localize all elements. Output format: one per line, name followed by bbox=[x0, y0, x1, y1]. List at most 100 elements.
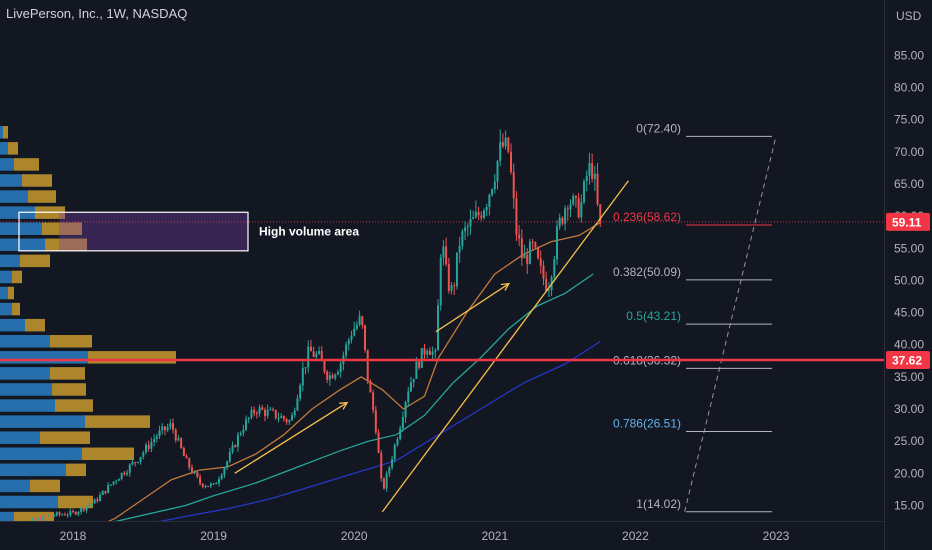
volume-profile-up-bar bbox=[0, 254, 20, 268]
candle-body bbox=[44, 515, 47, 517]
candle-body bbox=[209, 483, 212, 487]
candle-body bbox=[196, 472, 199, 478]
candle-body bbox=[126, 472, 129, 475]
high-volume-area-fill bbox=[59, 212, 248, 251]
candle-body bbox=[39, 518, 42, 521]
candle-body bbox=[561, 217, 564, 224]
candle-body bbox=[77, 511, 80, 515]
candle-body bbox=[545, 278, 548, 291]
volume-profile-up-bar bbox=[0, 126, 3, 139]
candle-body bbox=[428, 350, 431, 355]
candle-body bbox=[239, 433, 242, 435]
candle-body bbox=[274, 409, 277, 418]
candle-body bbox=[334, 374, 337, 379]
price-tick-label: 40.00 bbox=[894, 338, 924, 352]
candle-body bbox=[245, 419, 248, 430]
price-tag-value: 37.62 bbox=[892, 354, 922, 368]
candle-body bbox=[420, 348, 423, 368]
time-axis[interactable]: 2018 2019 2020 2021 2022 2023 bbox=[0, 521, 884, 550]
candle-body bbox=[534, 242, 537, 248]
volume-profile-down-bar bbox=[14, 158, 39, 171]
candle-body bbox=[485, 206, 488, 211]
candle-body bbox=[464, 227, 467, 232]
volume-profile-up-bar bbox=[0, 318, 25, 332]
volume-profile-up-bar bbox=[0, 367, 50, 380]
candle-body bbox=[228, 452, 231, 462]
candle-body bbox=[401, 417, 404, 429]
candle-body bbox=[131, 462, 134, 465]
price-tick-label: 75.00 bbox=[894, 113, 924, 127]
candle-body bbox=[369, 381, 372, 393]
candle-body bbox=[591, 163, 594, 179]
candle-body bbox=[323, 360, 326, 372]
candle-body bbox=[101, 490, 104, 495]
candle-body bbox=[537, 247, 540, 259]
volume-profile-up-bar bbox=[0, 495, 58, 509]
volume-profile-down-bar bbox=[88, 351, 176, 364]
candle-body bbox=[139, 456, 142, 463]
volume-profile-down-bar bbox=[58, 495, 93, 509]
volume-profile-down-bar bbox=[82, 447, 134, 461]
candle-body bbox=[526, 254, 529, 264]
candle-body bbox=[501, 142, 504, 147]
candle-body bbox=[458, 245, 461, 253]
candle-body bbox=[423, 348, 426, 355]
volume-profile-down-bar bbox=[8, 142, 18, 155]
candle-body bbox=[166, 427, 169, 431]
candle-body bbox=[272, 409, 275, 411]
volume-profile-up-bar bbox=[0, 286, 8, 300]
price-axis[interactable]: 85.0080.0075.0070.0065.0060.0055.0050.00… bbox=[884, 0, 932, 550]
candle-body bbox=[293, 410, 296, 416]
volume-profile-up-bar bbox=[0, 334, 50, 348]
candle-body bbox=[72, 510, 74, 512]
volume-profile-down-bar bbox=[20, 254, 50, 268]
time-tick-label: 2019 bbox=[200, 529, 227, 543]
candle-body bbox=[580, 202, 583, 218]
time-axis-bg bbox=[0, 521, 884, 550]
volume-profile-up-bar bbox=[0, 351, 88, 364]
candle-body bbox=[434, 350, 437, 352]
volume-profile-up-bar bbox=[0, 206, 35, 219]
candle-body bbox=[382, 478, 385, 489]
price-tick-label: 45.00 bbox=[894, 306, 924, 320]
candle-body bbox=[461, 231, 464, 246]
candle-body bbox=[366, 349, 369, 382]
candle-body bbox=[488, 194, 491, 207]
time-tick-label: 2020 bbox=[341, 529, 368, 543]
candle-body bbox=[215, 483, 218, 485]
candle-body bbox=[285, 419, 288, 422]
candle-body bbox=[242, 429, 245, 434]
candle-body bbox=[331, 375, 334, 379]
volume-profile-up-bar bbox=[0, 270, 12, 284]
candle-body bbox=[258, 407, 261, 414]
candle-body bbox=[261, 407, 264, 410]
price-tick-label: 85.00 bbox=[894, 48, 924, 62]
volume-profile-down-bar bbox=[30, 479, 60, 493]
candle-body bbox=[277, 417, 280, 419]
candle-body bbox=[199, 477, 202, 484]
candle-body bbox=[90, 503, 93, 506]
candle-body bbox=[193, 472, 196, 474]
fib-level-label: 0.5(43.21) bbox=[626, 309, 681, 323]
candle-body bbox=[415, 361, 418, 379]
candle-body bbox=[358, 316, 361, 325]
candle-body bbox=[512, 172, 515, 199]
candle-body bbox=[412, 378, 415, 383]
time-tick-label: 2021 bbox=[481, 529, 508, 543]
candle-body bbox=[142, 452, 145, 457]
horizontal-price-lines bbox=[0, 221, 884, 362]
fib-dashed-guide bbox=[684, 136, 777, 512]
candle-body bbox=[491, 189, 494, 195]
fib-level-label: 0(72.40) bbox=[636, 121, 681, 135]
volume-profile-up-bar bbox=[0, 383, 52, 396]
volume-profile-down-bar bbox=[8, 286, 14, 300]
candle-body bbox=[445, 246, 448, 265]
candle-body bbox=[42, 515, 45, 521]
volume-profile-down-bar bbox=[12, 302, 20, 316]
volume-profile-down-bar bbox=[25, 318, 45, 332]
candle-body bbox=[236, 434, 239, 448]
volume-profile-down-bar bbox=[22, 174, 52, 187]
candle-body bbox=[572, 195, 575, 205]
candle-body bbox=[31, 518, 34, 522]
